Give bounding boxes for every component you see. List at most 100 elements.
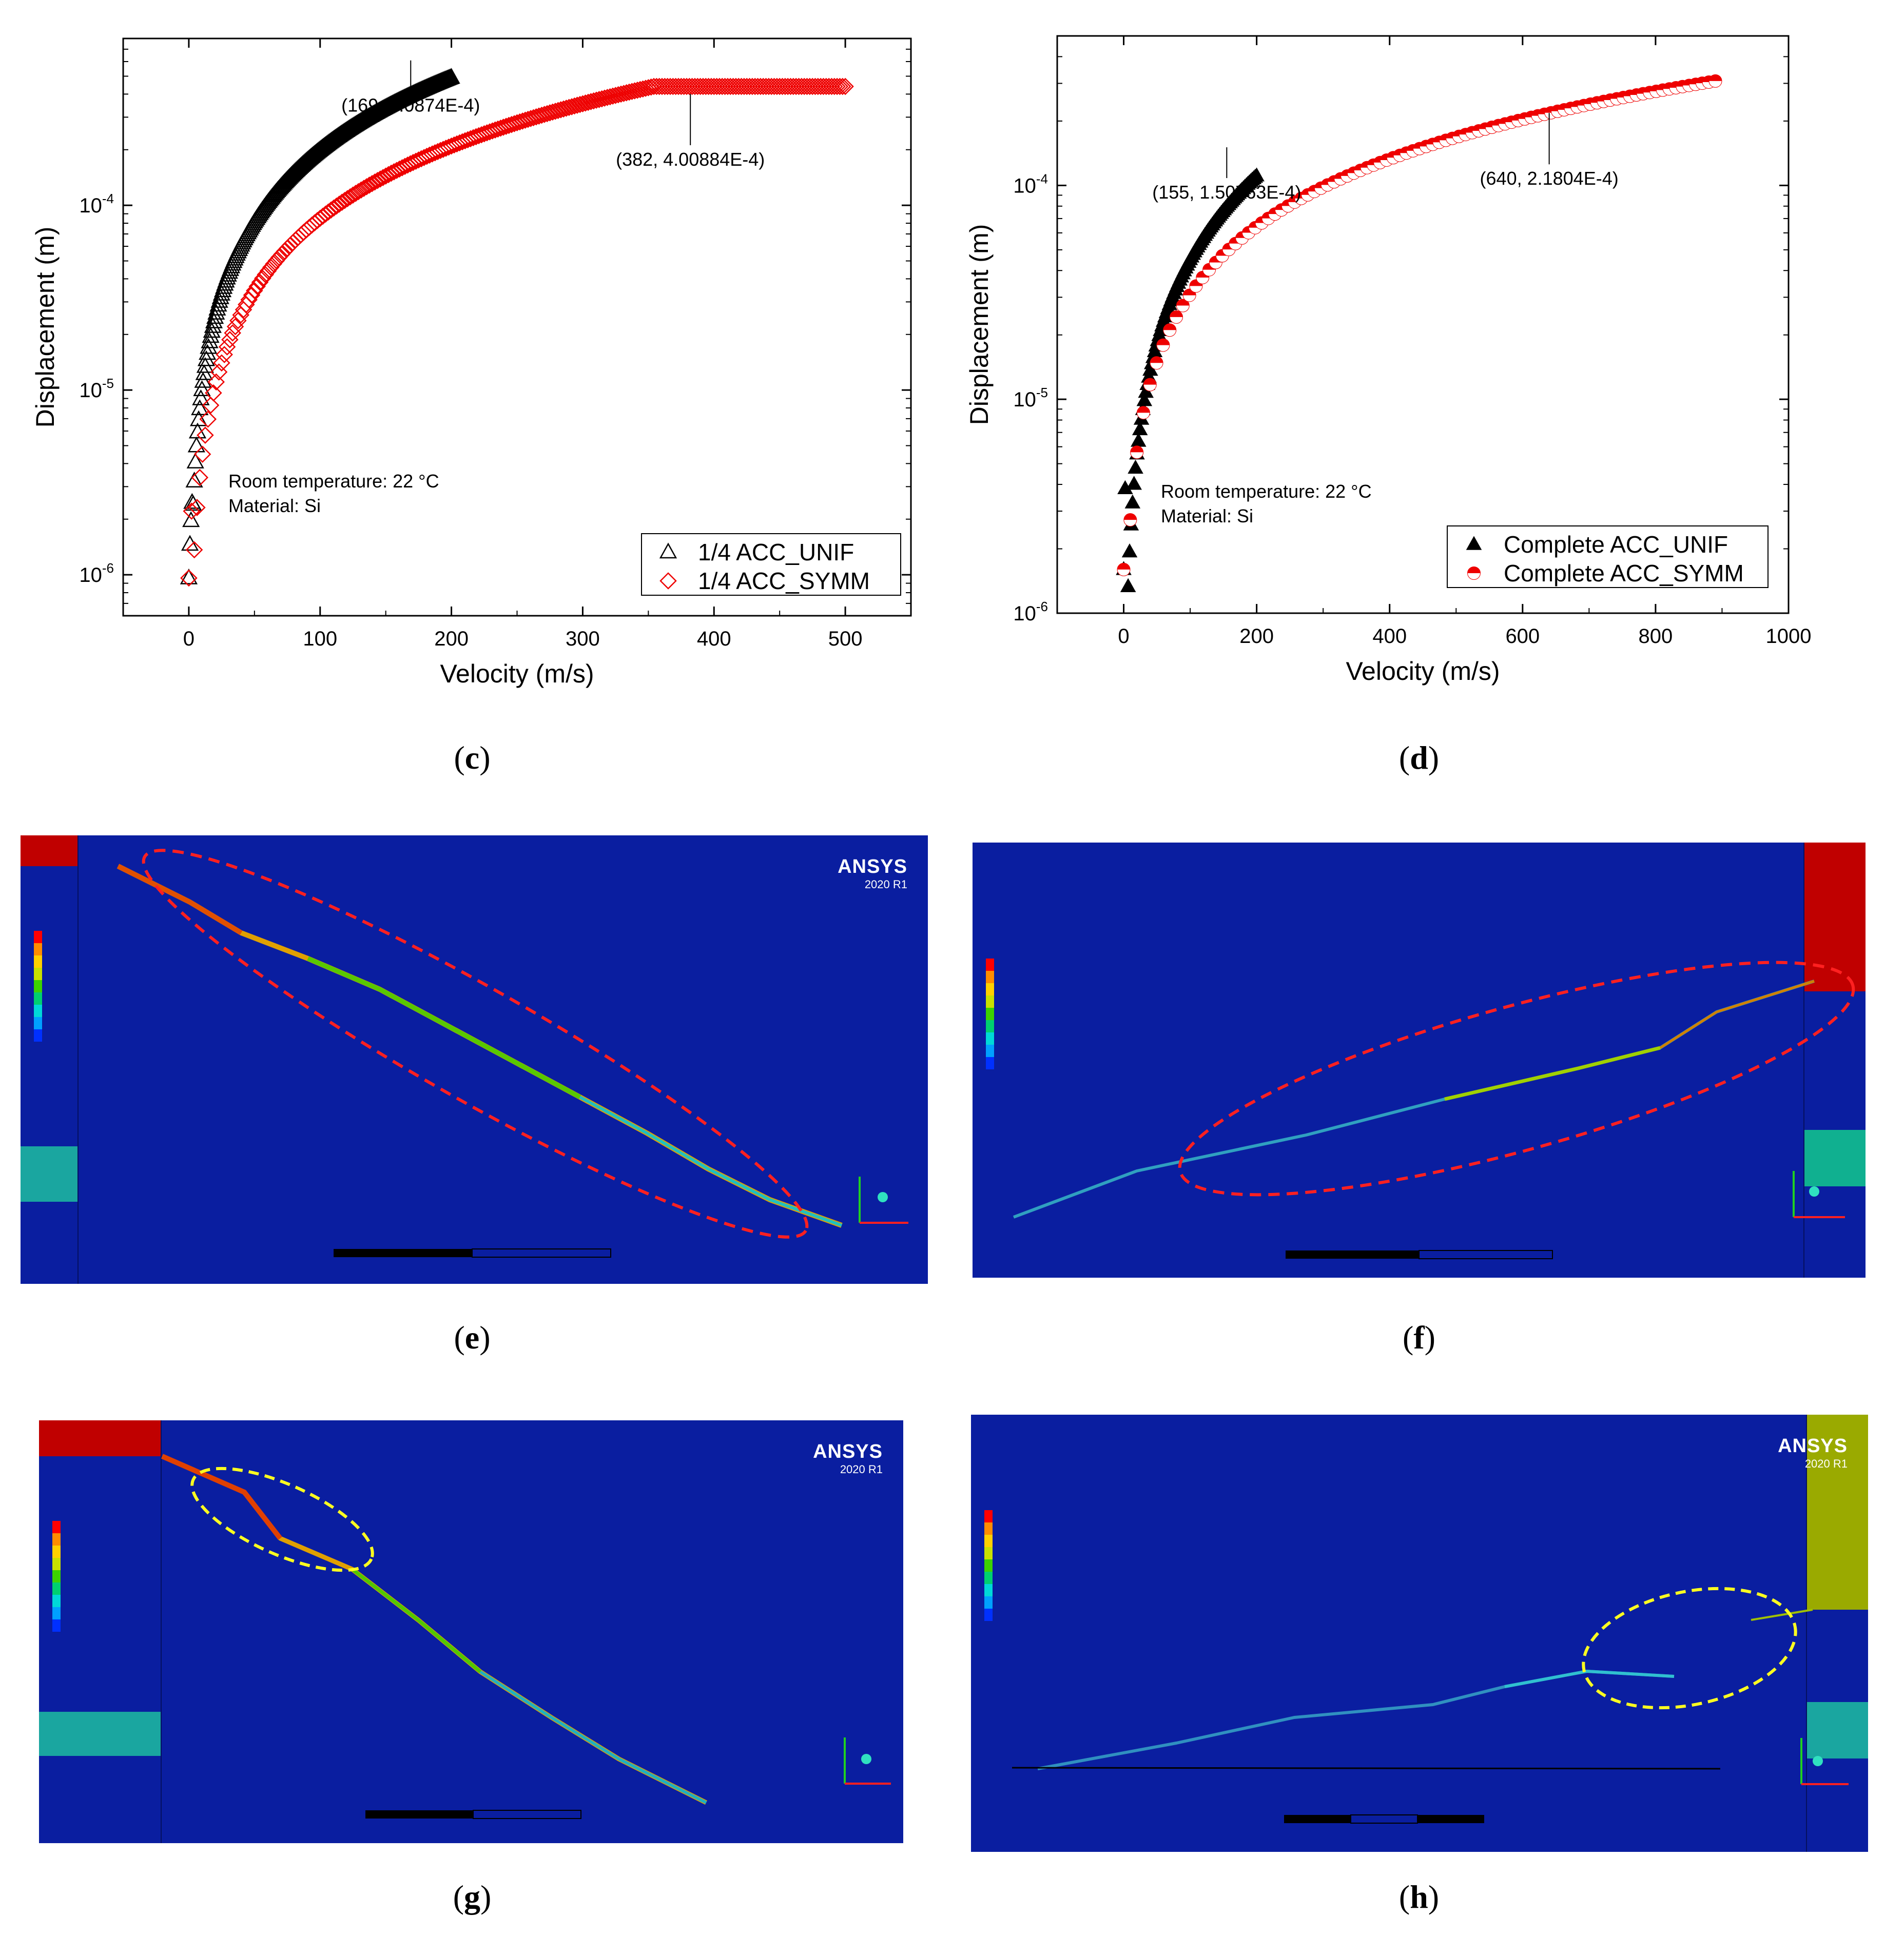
data-point-half (1222, 249, 1235, 256)
data-point (188, 499, 206, 516)
data-point (279, 240, 296, 257)
data-point (259, 262, 277, 280)
ansys-logo-e: ANSYS (838, 856, 907, 877)
data-point-half (1124, 520, 1137, 526)
caption-g: (g) (453, 1879, 492, 1915)
data-point (385, 163, 403, 181)
y-tick-label: 10-6 (79, 560, 114, 587)
x-axis-label: Velocity (m/s) (1346, 657, 1500, 686)
data-point (607, 87, 625, 104)
data-point (251, 273, 269, 291)
data-point (191, 399, 209, 416)
x-tick-label: 0 (1118, 625, 1129, 648)
data-point-half (1269, 214, 1281, 221)
data-point (563, 98, 580, 115)
legend-box (641, 533, 901, 596)
data-point (199, 411, 217, 428)
data-point (192, 389, 210, 405)
data-point-half (1236, 238, 1249, 244)
deformed-beam-g (39, 1420, 891, 1843)
data-point (210, 363, 228, 381)
ansys-logo-g: ANSYS (813, 1441, 883, 1462)
data-point (284, 234, 302, 251)
simulation-g: ANSYS 2020 R1 (39, 1420, 903, 1843)
data-point-half (1709, 81, 1722, 87)
x-tick-label: 800 (1639, 625, 1673, 648)
data-point (202, 327, 220, 343)
data-point-half (1196, 277, 1209, 284)
data-point (514, 112, 531, 130)
data-point (1128, 459, 1143, 474)
data-point-half (1262, 218, 1275, 225)
data-point (207, 303, 225, 320)
data-point (360, 177, 378, 194)
data-point (508, 114, 526, 132)
simulation-f (973, 843, 1866, 1278)
data-point (1124, 494, 1141, 509)
y-tick-label: 10-4 (1013, 171, 1048, 197)
data-point (262, 259, 280, 276)
data-point (555, 100, 572, 118)
chart-d: 0 200 400 600 800 1000 10-4 10-5 10-6 Velocity (m… (965, 35, 1811, 686)
ansys-logo-h: ANSYS (1778, 1435, 1848, 1457)
data-point (257, 266, 274, 283)
data-point (336, 191, 354, 209)
data-point (180, 569, 198, 587)
data-point (221, 331, 239, 348)
data-point (557, 100, 575, 117)
data-point (560, 99, 578, 116)
data-point-half (1131, 452, 1143, 459)
data-point (590, 91, 608, 108)
data-point (833, 77, 851, 95)
plot-frame (1056, 35, 1790, 614)
legend-h (984, 1510, 993, 1621)
x-tick-label: 300 (566, 628, 600, 650)
data-point (617, 84, 635, 102)
data-point (218, 338, 236, 356)
data-point (612, 85, 630, 103)
data-point (1466, 536, 1482, 550)
data-point (380, 166, 397, 184)
x-tick-label: 400 (1372, 625, 1407, 648)
data-point (206, 308, 224, 324)
deformed-beam-f (986, 843, 1866, 1278)
deformed-beam-e (21, 835, 908, 1284)
y-tick-label: 10-6 (1013, 599, 1048, 625)
data-point (568, 96, 586, 114)
data-point (566, 97, 584, 115)
y-tick-label: 10-5 (1013, 385, 1048, 411)
data-point (506, 115, 523, 132)
data-point (626, 82, 644, 100)
data-point (246, 282, 263, 300)
data-point (344, 186, 362, 204)
x-tick-label: 200 (1239, 625, 1274, 648)
data-point (193, 445, 211, 463)
data-point (248, 278, 266, 295)
data-point (516, 111, 534, 129)
data-point (358, 178, 376, 196)
data-point (828, 77, 846, 95)
data-point (189, 410, 208, 426)
data-point (229, 312, 247, 329)
data-point-half (1209, 262, 1222, 269)
x-tick-label: 200 (434, 628, 469, 650)
data-point (182, 511, 200, 527)
data-point (185, 472, 203, 487)
data-point (1120, 578, 1136, 592)
data-point (598, 89, 616, 106)
data-point (634, 80, 652, 98)
data-point (193, 380, 211, 397)
data-point (579, 93, 597, 111)
data-point (224, 324, 241, 342)
data-point (191, 468, 209, 486)
data-point (552, 101, 570, 119)
data-point (372, 170, 389, 188)
data-point (213, 354, 230, 372)
data-point (659, 572, 677, 590)
data-point (341, 188, 359, 206)
data-point (292, 226, 310, 244)
data-point (339, 190, 356, 207)
data-point (500, 116, 518, 134)
data-point-half (1216, 256, 1229, 262)
data-point (363, 174, 381, 192)
